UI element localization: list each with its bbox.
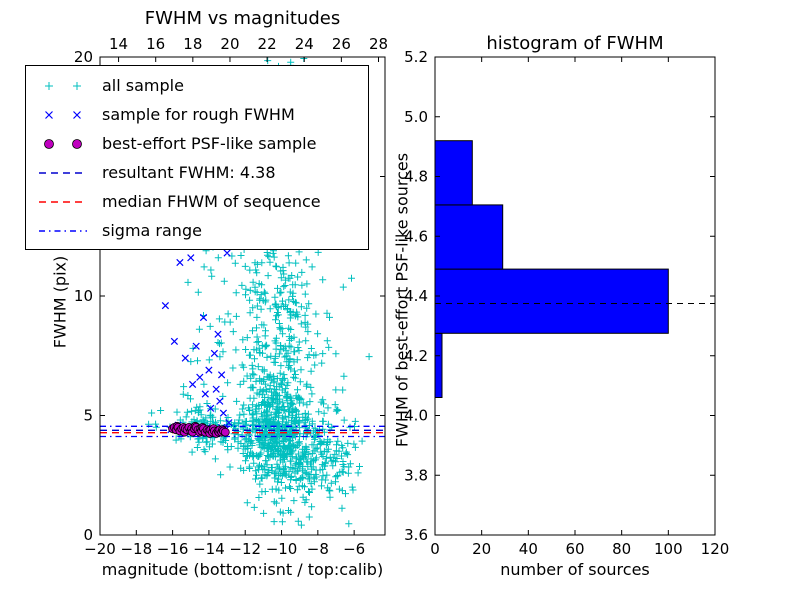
tick-label: 20 [472,540,491,558]
tick-label: 5.0 [404,108,428,126]
tick-label: −18 [120,540,152,558]
tick-label: 22 [258,35,277,53]
legend-entry: sigma range [26,216,368,245]
tick-label: 100 [654,540,683,558]
tick-label: −14 [193,540,225,558]
legend-entry-label: sigma range [102,221,202,240]
tick-label: 4.0 [404,407,428,425]
tick-label: 4.4 [404,287,428,305]
legend-entry: sample for rough FWHM [26,100,368,129]
tick-label: 14 [109,35,128,53]
scatter-xlabel: magnitude (bottom:isnt / top:calib) [101,560,384,579]
histogram-ylabel: FWHM of best-effort PSF-like sources [392,152,412,448]
histogram-bar [434,332,443,398]
scatter-ylabel: FWHM (pix) [50,255,70,349]
tick-label: −8 [307,540,329,558]
histogram-xlabel: number of sources [500,560,650,579]
tick-label: 16 [146,35,165,53]
reference-lines [100,425,385,438]
legend-circle-icon [44,138,82,149]
tick-label: 18 [183,35,202,53]
legend-entry-label: sample for rough FWHM [102,105,295,124]
scatter-title: FWHM vs magnitudes [144,8,341,29]
tick-label: 4.8 [404,168,428,186]
tick-label: −12 [229,540,261,558]
legend-entry-label: all sample [102,76,184,95]
tick-label: 4.2 [404,347,428,365]
tick-label: 26 [332,35,351,53]
tick-label: 0 [83,526,93,544]
legend-dashed-line-icon [39,171,87,174]
tick-label: −6 [343,540,365,558]
histogram-bar [434,204,504,270]
legend-entry: median FHWM of sequence [26,187,368,216]
histogram-title: histogram of FWHM [486,33,664,54]
tick-labels: −20 −18 −16 −14 −12 −10 −8 −6 14 16 18 20 22 24 26 28 0 5… [74,35,729,558]
tick-label: 80 [612,540,631,558]
tick-label: 3.6 [404,526,428,544]
tick-label: 3.8 [404,466,428,484]
tick-label: 0 [430,540,440,558]
legend: all sample sample for rough FWHM best-effo… [25,65,369,250]
tick-label: 120 [701,540,730,558]
tick-label: 20 [74,48,93,66]
legend-entry-label: median FHWM of sequence [102,192,321,211]
tick-label: 5.2 [404,48,428,66]
tick-label: −20 [84,540,116,558]
histogram-bar [434,140,473,206]
legend-entry-label: resultant FWHM: 4.38 [102,163,276,182]
tick-label: 60 [565,540,584,558]
tick-label: 24 [295,35,314,53]
legend-x-icon [45,110,81,119]
legend-entry: all sample [26,71,368,100]
tick-label: 40 [519,540,538,558]
tick-label: 20 [220,35,239,53]
tick-marks [99,56,716,536]
tick-label: 4.6 [404,227,428,245]
histogram-bars [434,140,669,398]
legend-entry: resultant FWHM: 4.38 [26,158,368,187]
tick-label: −16 [157,540,189,558]
legend-entry-label: best-effort PSF-like sample [102,134,317,153]
histogram-bar [434,268,669,334]
legend-dashed-line-icon [39,200,87,203]
legend-dashdot-line-icon [39,229,87,232]
series-psf-like [168,421,230,438]
tick-label: −10 [266,540,298,558]
legend-plus-icon [45,81,81,90]
tick-label: 10 [74,287,93,305]
series-all-sample [145,57,373,529]
tick-label: 5 [83,407,93,425]
legend-entry: best-effort PSF-like sample [26,129,368,158]
tick-label: 28 [369,35,388,53]
